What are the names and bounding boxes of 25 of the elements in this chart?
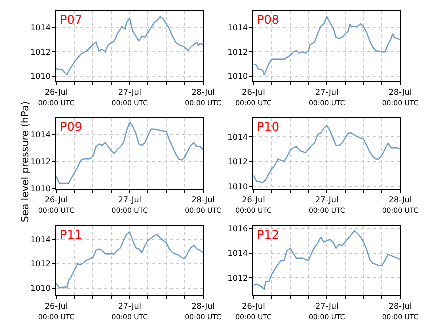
y-tick-label: 1014: [30, 24, 51, 33]
y-tick-label: 1014: [228, 24, 248, 33]
y-tick-label: 1012: [228, 158, 248, 167]
chart-title: P10: [257, 120, 280, 134]
chart-title: P12: [257, 228, 280, 242]
y-tick-label: 1010: [30, 284, 51, 294]
chart-title: P07: [60, 13, 83, 27]
y-axis-title: Sea level pressure (hPa): [20, 101, 32, 222]
y-tick-label: 1012: [228, 274, 248, 284]
chart-title: P11: [60, 228, 83, 242]
y-tick-label: 1014: [30, 130, 51, 140]
y-tick-label: 1012: [30, 158, 51, 167]
y-tick-label: 1010: [228, 72, 248, 82]
y-tick-label: 1014: [30, 235, 51, 244]
y-tick-label: 1012: [30, 48, 51, 57]
y-tick-label: 1012: [30, 260, 51, 269]
y-tick-label: 1014: [228, 132, 248, 142]
y-tick-label: 1010: [30, 72, 51, 82]
y-tick-label: 1012: [228, 48, 248, 57]
chart-title: P09: [60, 120, 83, 134]
y-tick-label: 1014: [228, 249, 248, 258]
y-tick-label: 1010: [228, 182, 248, 192]
y-tick-label: 1016: [228, 224, 248, 234]
y-tick-label: 1010: [30, 184, 51, 194]
chart-title: P08: [257, 13, 280, 27]
